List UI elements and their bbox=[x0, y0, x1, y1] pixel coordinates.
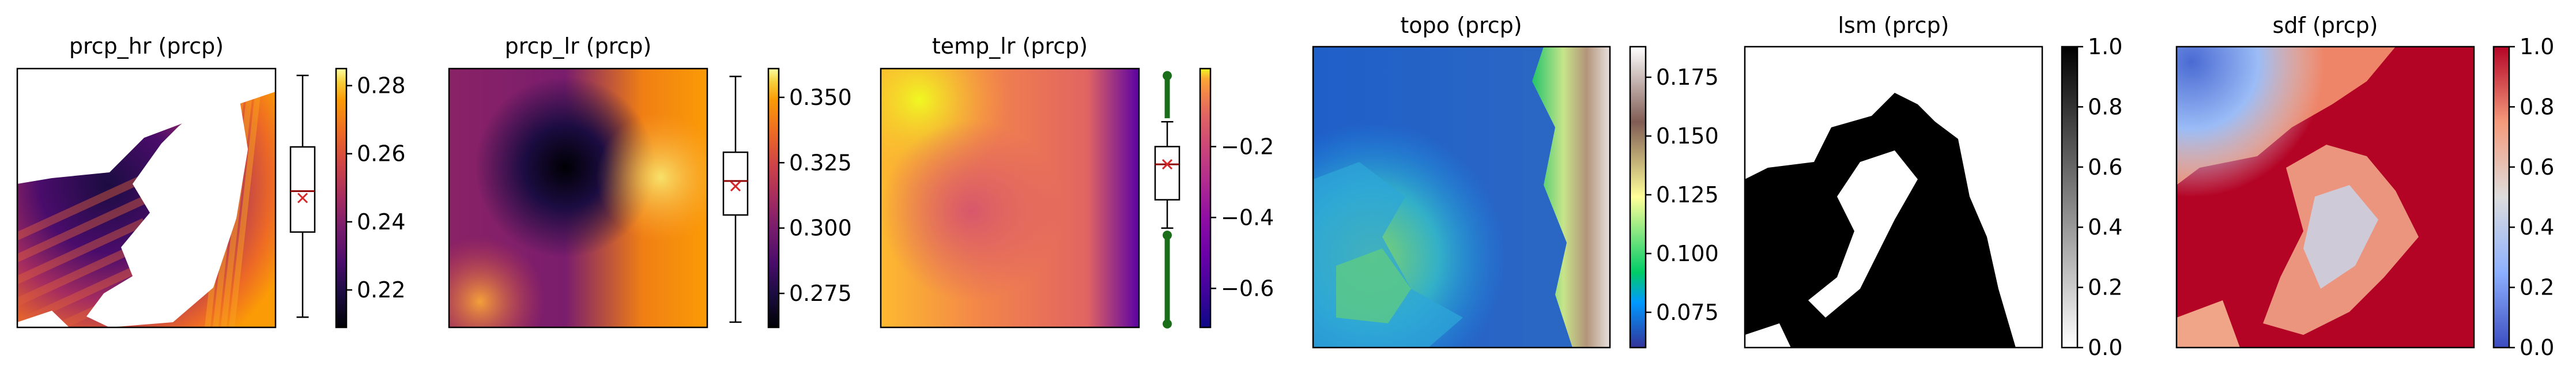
streak bbox=[17, 218, 146, 285]
boxplot-mean bbox=[297, 193, 308, 203]
colorbar-tick-label: 0.300 bbox=[789, 216, 852, 241]
land bbox=[1745, 323, 1791, 348]
streak bbox=[17, 196, 146, 263]
colorbar-tick-label: 0.125 bbox=[1656, 182, 1719, 208]
colorbar bbox=[335, 67, 348, 329]
colorbar bbox=[1629, 46, 1647, 349]
colorbar-tick-label: 0.22 bbox=[357, 277, 406, 303]
colorbar-tick-label: 0.075 bbox=[1656, 300, 1719, 325]
boxplot-mean bbox=[1161, 159, 1173, 170]
colorbar-tick-label: 0.8 bbox=[2088, 94, 2122, 119]
panel-title: lsm (prcp) bbox=[1838, 13, 1949, 38]
heatmap-frame bbox=[16, 67, 277, 329]
boxplot-outlier-point bbox=[1163, 71, 1172, 81]
land bbox=[1808, 150, 1918, 318]
boxplot-box bbox=[289, 146, 316, 233]
colorbar-tick-label: 0.275 bbox=[789, 281, 852, 306]
colorbar-tick-label: 0.4 bbox=[2088, 214, 2122, 240]
colorbar bbox=[2492, 46, 2510, 349]
colorbar-tick-label: −0.6 bbox=[1221, 276, 1274, 301]
colorbar-tick-label: 0.175 bbox=[1656, 65, 1719, 90]
colorbar-tick-label: 0.26 bbox=[357, 141, 406, 167]
colorbar bbox=[1199, 67, 1212, 329]
streak bbox=[17, 240, 146, 307]
colorbar-tick-label: 0.150 bbox=[1656, 123, 1719, 149]
masked-area bbox=[17, 311, 69, 327]
colorbar-tick-label: 0.100 bbox=[1656, 241, 1719, 266]
masked-area bbox=[17, 69, 276, 184]
colorbar-tick-label: 0.0 bbox=[2520, 335, 2554, 360]
colorbar-tick-label: 0.2 bbox=[2520, 275, 2554, 300]
panel-title: temp_lr (prcp) bbox=[932, 33, 1088, 59]
colorbar bbox=[767, 67, 780, 329]
colorbar-tick-label: −0.2 bbox=[1221, 134, 1274, 159]
colorbar-tick-label: 0.0 bbox=[2088, 335, 2122, 360]
colorbar-tick-label: −0.4 bbox=[1221, 205, 1274, 230]
heatmap-field bbox=[449, 69, 707, 327]
colorbar-tick-label: 1.0 bbox=[2520, 34, 2554, 59]
boxplot-mean bbox=[730, 181, 741, 192]
heatmap-prcp-hr bbox=[17, 69, 276, 327]
colorbar-tick-label: 0.4 bbox=[2520, 214, 2554, 240]
colorbar-tick-label: 0.350 bbox=[789, 85, 852, 110]
colorbar-tick-label: 0.2 bbox=[2088, 275, 2122, 300]
boxplot-box bbox=[722, 151, 749, 216]
field-band bbox=[2177, 300, 2240, 348]
heatmap-prcp-lr bbox=[449, 69, 707, 327]
colorbar-tick-label: 0.6 bbox=[2088, 154, 2122, 180]
terrain bbox=[1336, 248, 1411, 323]
colorbar bbox=[2061, 46, 2079, 349]
masked-area bbox=[86, 80, 248, 327]
heatmap-topo bbox=[1313, 47, 1610, 348]
colorbar-tick-label: 0.6 bbox=[2520, 154, 2554, 180]
heatmap-frame bbox=[880, 67, 1140, 329]
boxplot-outlier-point bbox=[1163, 319, 1172, 329]
streak bbox=[229, 69, 263, 327]
panel-title: prcp_lr (prcp) bbox=[505, 33, 652, 59]
heatmap-field bbox=[881, 69, 1139, 327]
colorbar-tick-label: 1.0 bbox=[2088, 34, 2122, 59]
panel-title: sdf (prcp) bbox=[2273, 13, 2378, 38]
mountains bbox=[1532, 47, 1610, 348]
colorbar-tick-label: 0.325 bbox=[789, 150, 852, 175]
streak bbox=[17, 174, 146, 241]
heatmap-frame bbox=[2175, 46, 2475, 349]
heatmap-frame bbox=[1744, 46, 2043, 349]
heatmap-frame bbox=[1312, 46, 1611, 349]
panel-title: topo (prcp) bbox=[1400, 13, 1522, 38]
boxplot-box bbox=[1154, 146, 1180, 201]
heatmap-temp-lr bbox=[881, 69, 1139, 327]
land bbox=[1745, 47, 2042, 348]
colorbar-tick-label: 0.24 bbox=[357, 209, 406, 235]
heatmap-frame bbox=[448, 67, 708, 329]
heatmap-lsm bbox=[1745, 47, 2042, 348]
panel-title: prcp_hr (prcp) bbox=[69, 33, 224, 59]
heatmap-sdf bbox=[2177, 47, 2474, 348]
boxplot-outlier-point bbox=[1163, 231, 1172, 240]
field-band bbox=[2303, 185, 2378, 289]
colorbar-tick-label: 0.28 bbox=[357, 73, 406, 99]
colorbar-tick-label: 0.8 bbox=[2520, 94, 2554, 119]
